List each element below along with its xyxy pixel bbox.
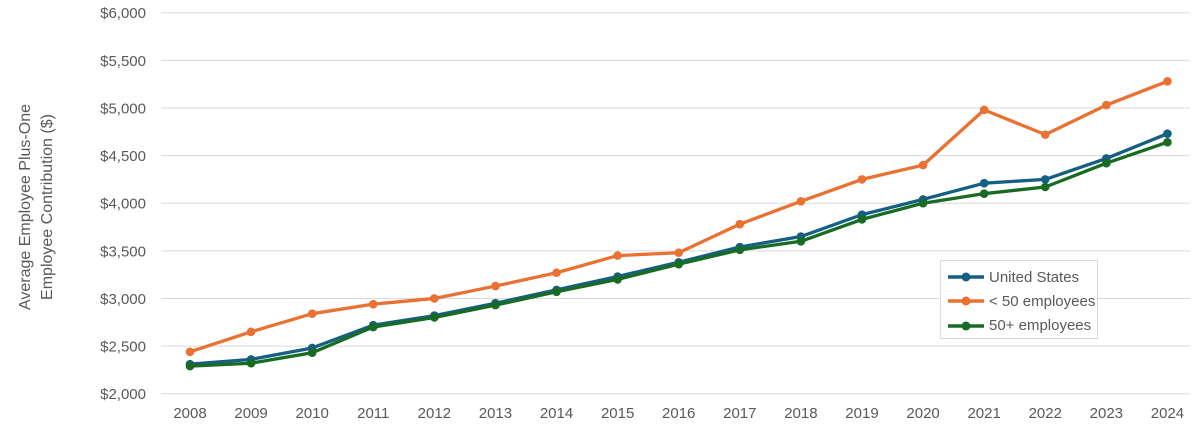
svg-text:2011: 2011	[357, 405, 389, 422]
svg-text:$4,000: $4,000	[100, 196, 146, 213]
svg-text:$2,500: $2,500	[100, 339, 146, 356]
svg-text:$6,000: $6,000	[100, 5, 146, 22]
svg-text:2024: 2024	[1151, 405, 1184, 422]
y-axis-title: Average Employee Plus-One Employee Contr…	[15, 17, 59, 397]
svg-text:$5,000: $5,000	[100, 100, 146, 117]
svg-text:2015: 2015	[601, 405, 634, 422]
svg-text:2021: 2021	[967, 405, 1000, 422]
line-marker-swatch-green	[948, 321, 984, 331]
svg-text:2008: 2008	[173, 405, 206, 422]
svg-text:$3,500: $3,500	[100, 243, 146, 260]
svg-text:$2,000: $2,000	[100, 386, 146, 403]
legend-label: United States	[989, 268, 1080, 286]
svg-text:$3,000: $3,000	[100, 291, 146, 308]
legend-item-50-plus-employees: 50+ employees	[946, 314, 1097, 338]
svg-text:$5,500: $5,500	[100, 53, 146, 70]
y-axis-title-line2: Employee Contribution ($)	[39, 114, 56, 300]
svg-text:2012: 2012	[418, 405, 451, 422]
legend: United States < 50 employees 50+ employe…	[940, 260, 1098, 339]
svg-text:2018: 2018	[784, 405, 817, 422]
svg-text:2017: 2017	[723, 405, 756, 422]
legend-label: 50+ employees	[989, 317, 1092, 335]
svg-text:2014: 2014	[540, 405, 573, 422]
svg-text:2023: 2023	[1090, 405, 1123, 422]
legend-item-under-50-employees: < 50 employees	[946, 289, 1097, 313]
svg-text:2020: 2020	[906, 405, 939, 422]
line-marker-swatch-blue	[948, 272, 984, 282]
svg-text:2016: 2016	[662, 405, 695, 422]
line-marker-swatch-orange	[948, 296, 984, 306]
svg-text:2009: 2009	[234, 405, 267, 422]
svg-text:2010: 2010	[295, 405, 328, 422]
svg-text:2022: 2022	[1029, 405, 1062, 422]
legend-label: < 50 employees	[989, 292, 1096, 310]
legend-item-united-states: United States	[946, 265, 1097, 289]
svg-text:2013: 2013	[479, 405, 512, 422]
svg-text:2019: 2019	[845, 405, 878, 422]
y-axis-title-line1: Average Employee Plus-One	[17, 103, 34, 311]
svg-text:$4,500: $4,500	[100, 148, 146, 165]
